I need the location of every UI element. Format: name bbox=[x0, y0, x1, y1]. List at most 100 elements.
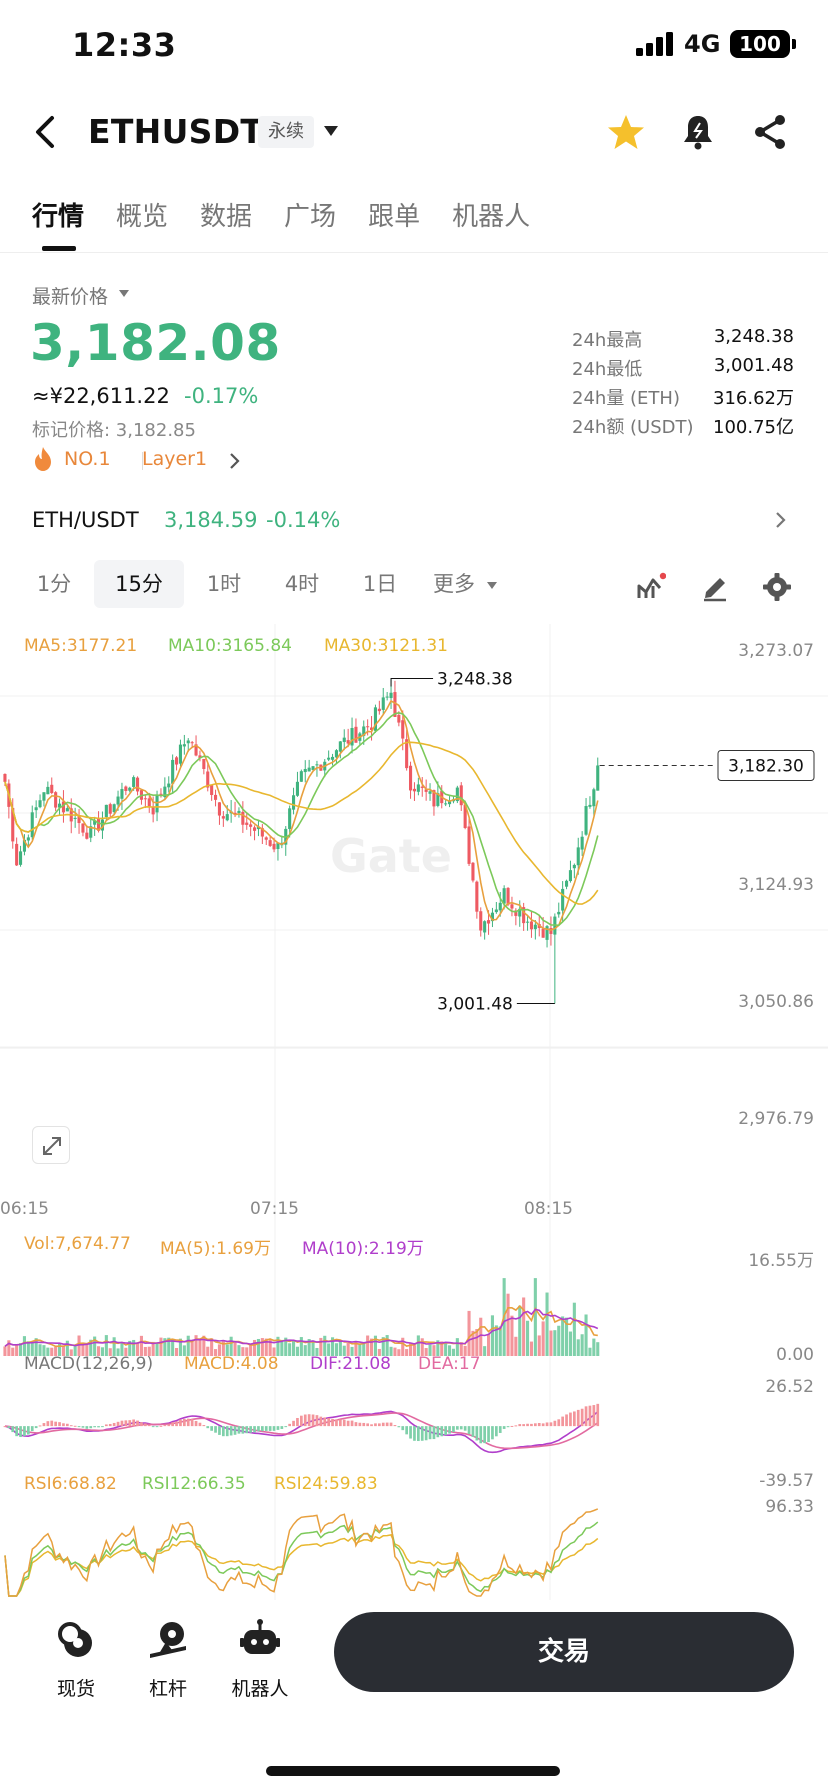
candle-body bbox=[210, 785, 214, 795]
volume-bar bbox=[526, 1320, 530, 1356]
nav-bots[interactable]: 机器人 bbox=[220, 1600, 300, 1701]
candle-body bbox=[475, 881, 479, 912]
draw-pencil-icon[interactable] bbox=[700, 572, 730, 602]
interval-4h[interactable]: 4时 bbox=[284, 572, 320, 596]
x-axis-tick: 06:15 bbox=[0, 1199, 49, 1219]
spot-change-percent: -0.14% bbox=[266, 508, 341, 532]
nav-spot[interactable]: 现货 bbox=[36, 1600, 116, 1701]
fullscreen-button[interactable] bbox=[32, 1126, 70, 1164]
dea-legend: DEA:17 bbox=[418, 1354, 481, 1374]
candle-body bbox=[225, 814, 229, 821]
settings-gear-icon[interactable] bbox=[762, 572, 792, 602]
indicators-icon[interactable] bbox=[636, 572, 666, 602]
tab-market[interactable]: 行情 bbox=[32, 202, 85, 232]
interval-1d[interactable]: 1日 bbox=[362, 572, 398, 596]
tab-overview[interactable]: 概览 bbox=[116, 202, 169, 232]
macd-histogram-bar bbox=[370, 1424, 373, 1427]
volume-bar bbox=[128, 1340, 132, 1356]
macd-histogram-bar bbox=[175, 1421, 178, 1427]
interval-1m[interactable]: 1分 bbox=[36, 572, 72, 596]
macd-histogram-bar bbox=[592, 1405, 596, 1427]
trade-button[interactable]: 交易 bbox=[334, 1612, 794, 1692]
macd-histogram-bar bbox=[530, 1423, 533, 1427]
tab-square[interactable]: 广场 bbox=[284, 202, 337, 232]
macd-histogram-bar bbox=[549, 1422, 553, 1427]
nav-margin-label: 杠杆 bbox=[148, 1678, 187, 1700]
rsi6-legend: RSI6:68.82 bbox=[24, 1474, 117, 1494]
chevron-down-icon[interactable] bbox=[118, 288, 130, 298]
macd-histogram-bar bbox=[424, 1426, 428, 1441]
volume-bar bbox=[518, 1305, 522, 1356]
chevron-right-icon[interactable] bbox=[774, 510, 786, 530]
rank-badge[interactable]: NO.1 bbox=[64, 448, 111, 470]
candle-body bbox=[338, 741, 342, 752]
symbol-title[interactable]: ETHUSDT bbox=[88, 112, 264, 151]
dropdown-caret-icon[interactable] bbox=[322, 124, 340, 138]
candle-body bbox=[186, 740, 190, 744]
volume-bar bbox=[151, 1341, 155, 1356]
spot-price: 3,184.59 bbox=[164, 508, 258, 532]
volume-bar bbox=[487, 1334, 491, 1356]
interval-more[interactable]: 更多 bbox=[433, 572, 475, 596]
chevron-right-icon[interactable] bbox=[228, 452, 240, 470]
volume-bar bbox=[420, 1338, 424, 1356]
volume-bar bbox=[241, 1347, 245, 1356]
macd-histogram-bar bbox=[385, 1422, 389, 1427]
candle-body bbox=[292, 795, 296, 810]
candle-body bbox=[100, 819, 104, 831]
macd-histogram-bar bbox=[354, 1422, 358, 1427]
back-arrow-icon[interactable] bbox=[30, 112, 60, 152]
category-tag[interactable]: Layer1 bbox=[142, 448, 208, 470]
volume-bar bbox=[514, 1336, 518, 1356]
volume-bar bbox=[194, 1335, 198, 1356]
tab-copy-trade[interactable]: 跟单 bbox=[368, 202, 421, 232]
macd-histogram-bar bbox=[557, 1419, 561, 1427]
volume-bar bbox=[136, 1343, 140, 1356]
volume-bar bbox=[30, 1341, 34, 1356]
interval-1h[interactable]: 1时 bbox=[206, 572, 242, 596]
volume-bar bbox=[210, 1338, 214, 1356]
candle-body bbox=[61, 801, 65, 813]
candle-body bbox=[494, 909, 498, 913]
tab-bots[interactable]: 机器人 bbox=[452, 202, 531, 232]
macd-histogram-bar bbox=[34, 1426, 38, 1429]
candle-body bbox=[412, 788, 416, 792]
macd-histogram-bar bbox=[144, 1423, 147, 1427]
macd-histogram-bar bbox=[514, 1425, 518, 1427]
volume-bar bbox=[253, 1339, 257, 1356]
macd-histogram-bar bbox=[225, 1426, 229, 1437]
24h-stats: 24h最高 3,248.38 24h最低 3,001.48 24h量 (ETH) 31… bbox=[572, 326, 794, 442]
volume-bar bbox=[483, 1346, 487, 1356]
star-icon[interactable] bbox=[606, 112, 646, 152]
volume-bar bbox=[120, 1343, 124, 1356]
latest-price-label[interactable]: 最新价格 bbox=[32, 286, 109, 308]
volume-y-max: 16.55万 bbox=[748, 1251, 814, 1271]
ma-lines bbox=[4, 699, 599, 1454]
nav-margin[interactable]: 杠杆 bbox=[128, 1600, 208, 1701]
stat-key: 24h最低 bbox=[572, 359, 643, 380]
price-alert-bell-icon[interactable] bbox=[678, 112, 718, 152]
macd-histogram-bar bbox=[23, 1426, 26, 1436]
macd-histogram-bar bbox=[245, 1426, 249, 1434]
candle-body bbox=[541, 928, 545, 938]
spot-pair-link[interactable]: ETH/USDT bbox=[32, 508, 139, 532]
candle-body bbox=[362, 726, 366, 736]
chevron-down-icon[interactable] bbox=[486, 580, 498, 590]
tabs-divider bbox=[0, 252, 828, 253]
macd-histogram-bar bbox=[378, 1423, 381, 1427]
tab-data[interactable]: 数据 bbox=[200, 202, 253, 232]
volume-bar bbox=[260, 1338, 264, 1356]
candle-body bbox=[38, 800, 42, 808]
volume-bar bbox=[565, 1317, 569, 1356]
kline-chart[interactable]: Gate 3,273.073,199.003,124.933,050.862,9… bbox=[0, 624, 828, 1624]
macd-histogram-bar bbox=[147, 1424, 151, 1427]
interval-15m[interactable]: 15分 bbox=[94, 560, 184, 608]
macd-histogram-bar bbox=[105, 1424, 108, 1427]
macd-histogram-bar bbox=[163, 1425, 167, 1427]
volume-ma5-legend: MA(5):1.69万 bbox=[160, 1239, 271, 1259]
candle-body bbox=[58, 803, 62, 808]
candle-body bbox=[568, 870, 572, 882]
share-icon[interactable] bbox=[750, 112, 790, 152]
dea-line bbox=[4, 1412, 599, 1450]
macd-histogram-bar bbox=[249, 1426, 252, 1433]
